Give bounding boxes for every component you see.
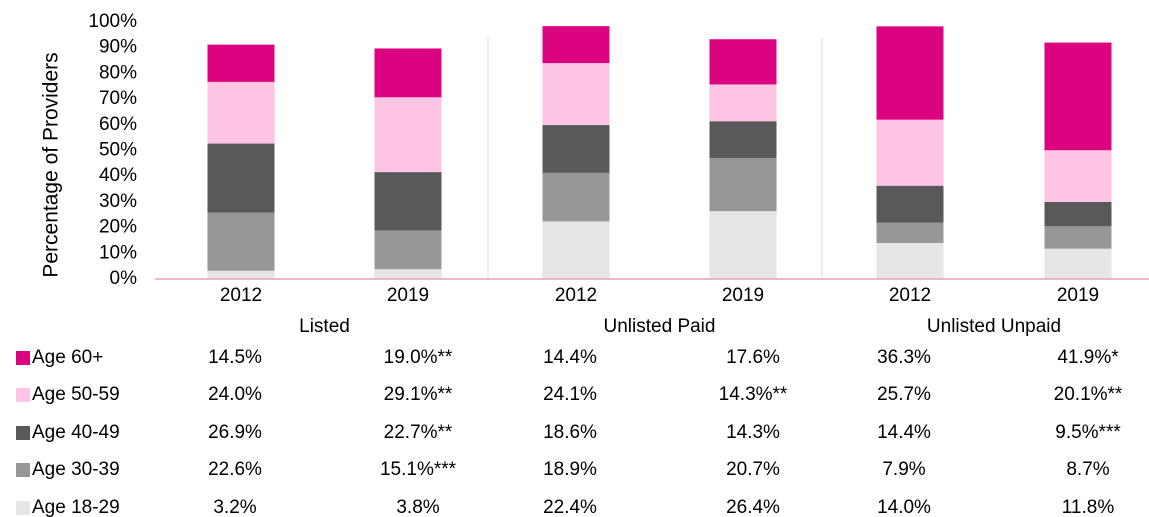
bar-segment [374, 97, 442, 173]
y-tick-label: 30% [99, 191, 137, 212]
bar-segment [207, 81, 275, 144]
y-tick-label: 50% [99, 140, 137, 161]
table-value: 22.6% [208, 459, 262, 480]
bar-segment [542, 172, 610, 222]
table-value: 9.5%*** [1055, 422, 1121, 443]
bar-segment [207, 143, 275, 213]
bar-segment [1044, 226, 1112, 249]
x-tick-label: 2019 [722, 285, 764, 306]
y-tick-label: 90% [99, 37, 137, 58]
bar-segment [374, 269, 442, 279]
table-value: 29.1%** [384, 384, 453, 405]
table-value: 20.7% [726, 459, 780, 480]
group-label: Unlisted Paid [604, 316, 716, 337]
bar-segment [876, 222, 944, 244]
bar-segment [1044, 150, 1112, 202]
legend-label: Age 40-49 [32, 422, 120, 443]
x-tick-label: 2012 [220, 285, 262, 306]
table-value: 41.9%* [1057, 347, 1119, 368]
bar-segment [1044, 42, 1112, 151]
legend-label: Age 18-29 [32, 497, 120, 517]
bar-segment [542, 63, 610, 126]
table-value: 24.0% [208, 384, 262, 405]
bar-segment [542, 26, 610, 64]
y-tick-label: 100% [88, 11, 137, 32]
table-value: 14.4% [877, 422, 931, 443]
bar-segment [709, 84, 777, 122]
bar-segment [876, 243, 944, 279]
bar-segment [374, 48, 442, 98]
x-tick-label: 2019 [387, 285, 429, 306]
table-value: 18.6% [543, 422, 597, 443]
y-tick-label: 40% [99, 165, 137, 186]
bar-segment [207, 44, 275, 82]
table-value: 26.4% [726, 497, 780, 517]
table-value: 8.7% [1066, 459, 1109, 480]
bar-segment [876, 119, 944, 186]
table-value: 14.5% [208, 347, 262, 368]
table-value: 22.4% [543, 497, 597, 517]
legend-swatch [16, 351, 30, 365]
legend-label: Age 50-59 [32, 384, 120, 405]
legend-swatch [16, 426, 30, 440]
legend-label: Age 30-39 [32, 459, 120, 480]
bar-segment [207, 270, 275, 279]
table-value: 14.3%** [719, 384, 788, 405]
table-value: 7.9% [882, 459, 925, 480]
legend-label: Age 60+ [32, 347, 103, 368]
bar-segment [876, 185, 944, 223]
table-value: 26.9% [208, 422, 262, 443]
legend-swatch [16, 501, 30, 515]
bar-segment [374, 230, 442, 270]
table-value: 36.3% [877, 347, 931, 368]
table-value: 24.1% [543, 384, 597, 405]
table-value: 25.7% [877, 384, 931, 405]
bar-segment [709, 39, 777, 85]
y-tick-label: 60% [99, 114, 137, 135]
bar-segment [542, 125, 610, 173]
table-value: 11.8% [1062, 497, 1115, 517]
bar-segment [374, 172, 442, 231]
bar-segment [876, 26, 944, 120]
bar-segment [1044, 248, 1112, 279]
table-value: 3.2% [213, 497, 256, 517]
y-tick-label: 10% [99, 242, 137, 263]
table-value: 22.7%** [384, 422, 453, 443]
table-value: 20.1%** [1054, 384, 1123, 405]
table-value: 15.1%*** [380, 459, 457, 480]
table-value: 14.0% [877, 497, 931, 517]
y-tick-label: 0% [110, 268, 138, 289]
x-tick-label: 2019 [1057, 285, 1099, 306]
y-tick-label: 70% [99, 88, 137, 109]
y-axis-label: Percentage of Providers [40, 52, 63, 277]
x-tick-label: 2012 [555, 285, 597, 306]
bar-segment [709, 121, 777, 158]
table-value: 3.8% [396, 497, 439, 517]
bar-segment [709, 157, 777, 212]
legend-swatch [16, 388, 30, 402]
bar-segment [709, 211, 777, 279]
table-value: 14.3% [726, 422, 780, 443]
y-tick-label: 80% [99, 62, 137, 83]
x-tick-label: 2012 [889, 285, 931, 306]
bar-segment [207, 212, 275, 271]
bar-segment [1044, 201, 1112, 227]
y-tick-label: 20% [99, 217, 137, 238]
group-label: Unlisted Unpaid [927, 316, 1061, 337]
group-label: Listed [299, 316, 350, 337]
table-value: 19.0%** [384, 347, 453, 368]
bar-segment [542, 221, 610, 279]
legend-swatch [16, 463, 30, 477]
table-value: 17.6% [726, 347, 780, 368]
table-value: 18.9% [543, 459, 597, 480]
table-value: 14.4% [543, 347, 597, 368]
